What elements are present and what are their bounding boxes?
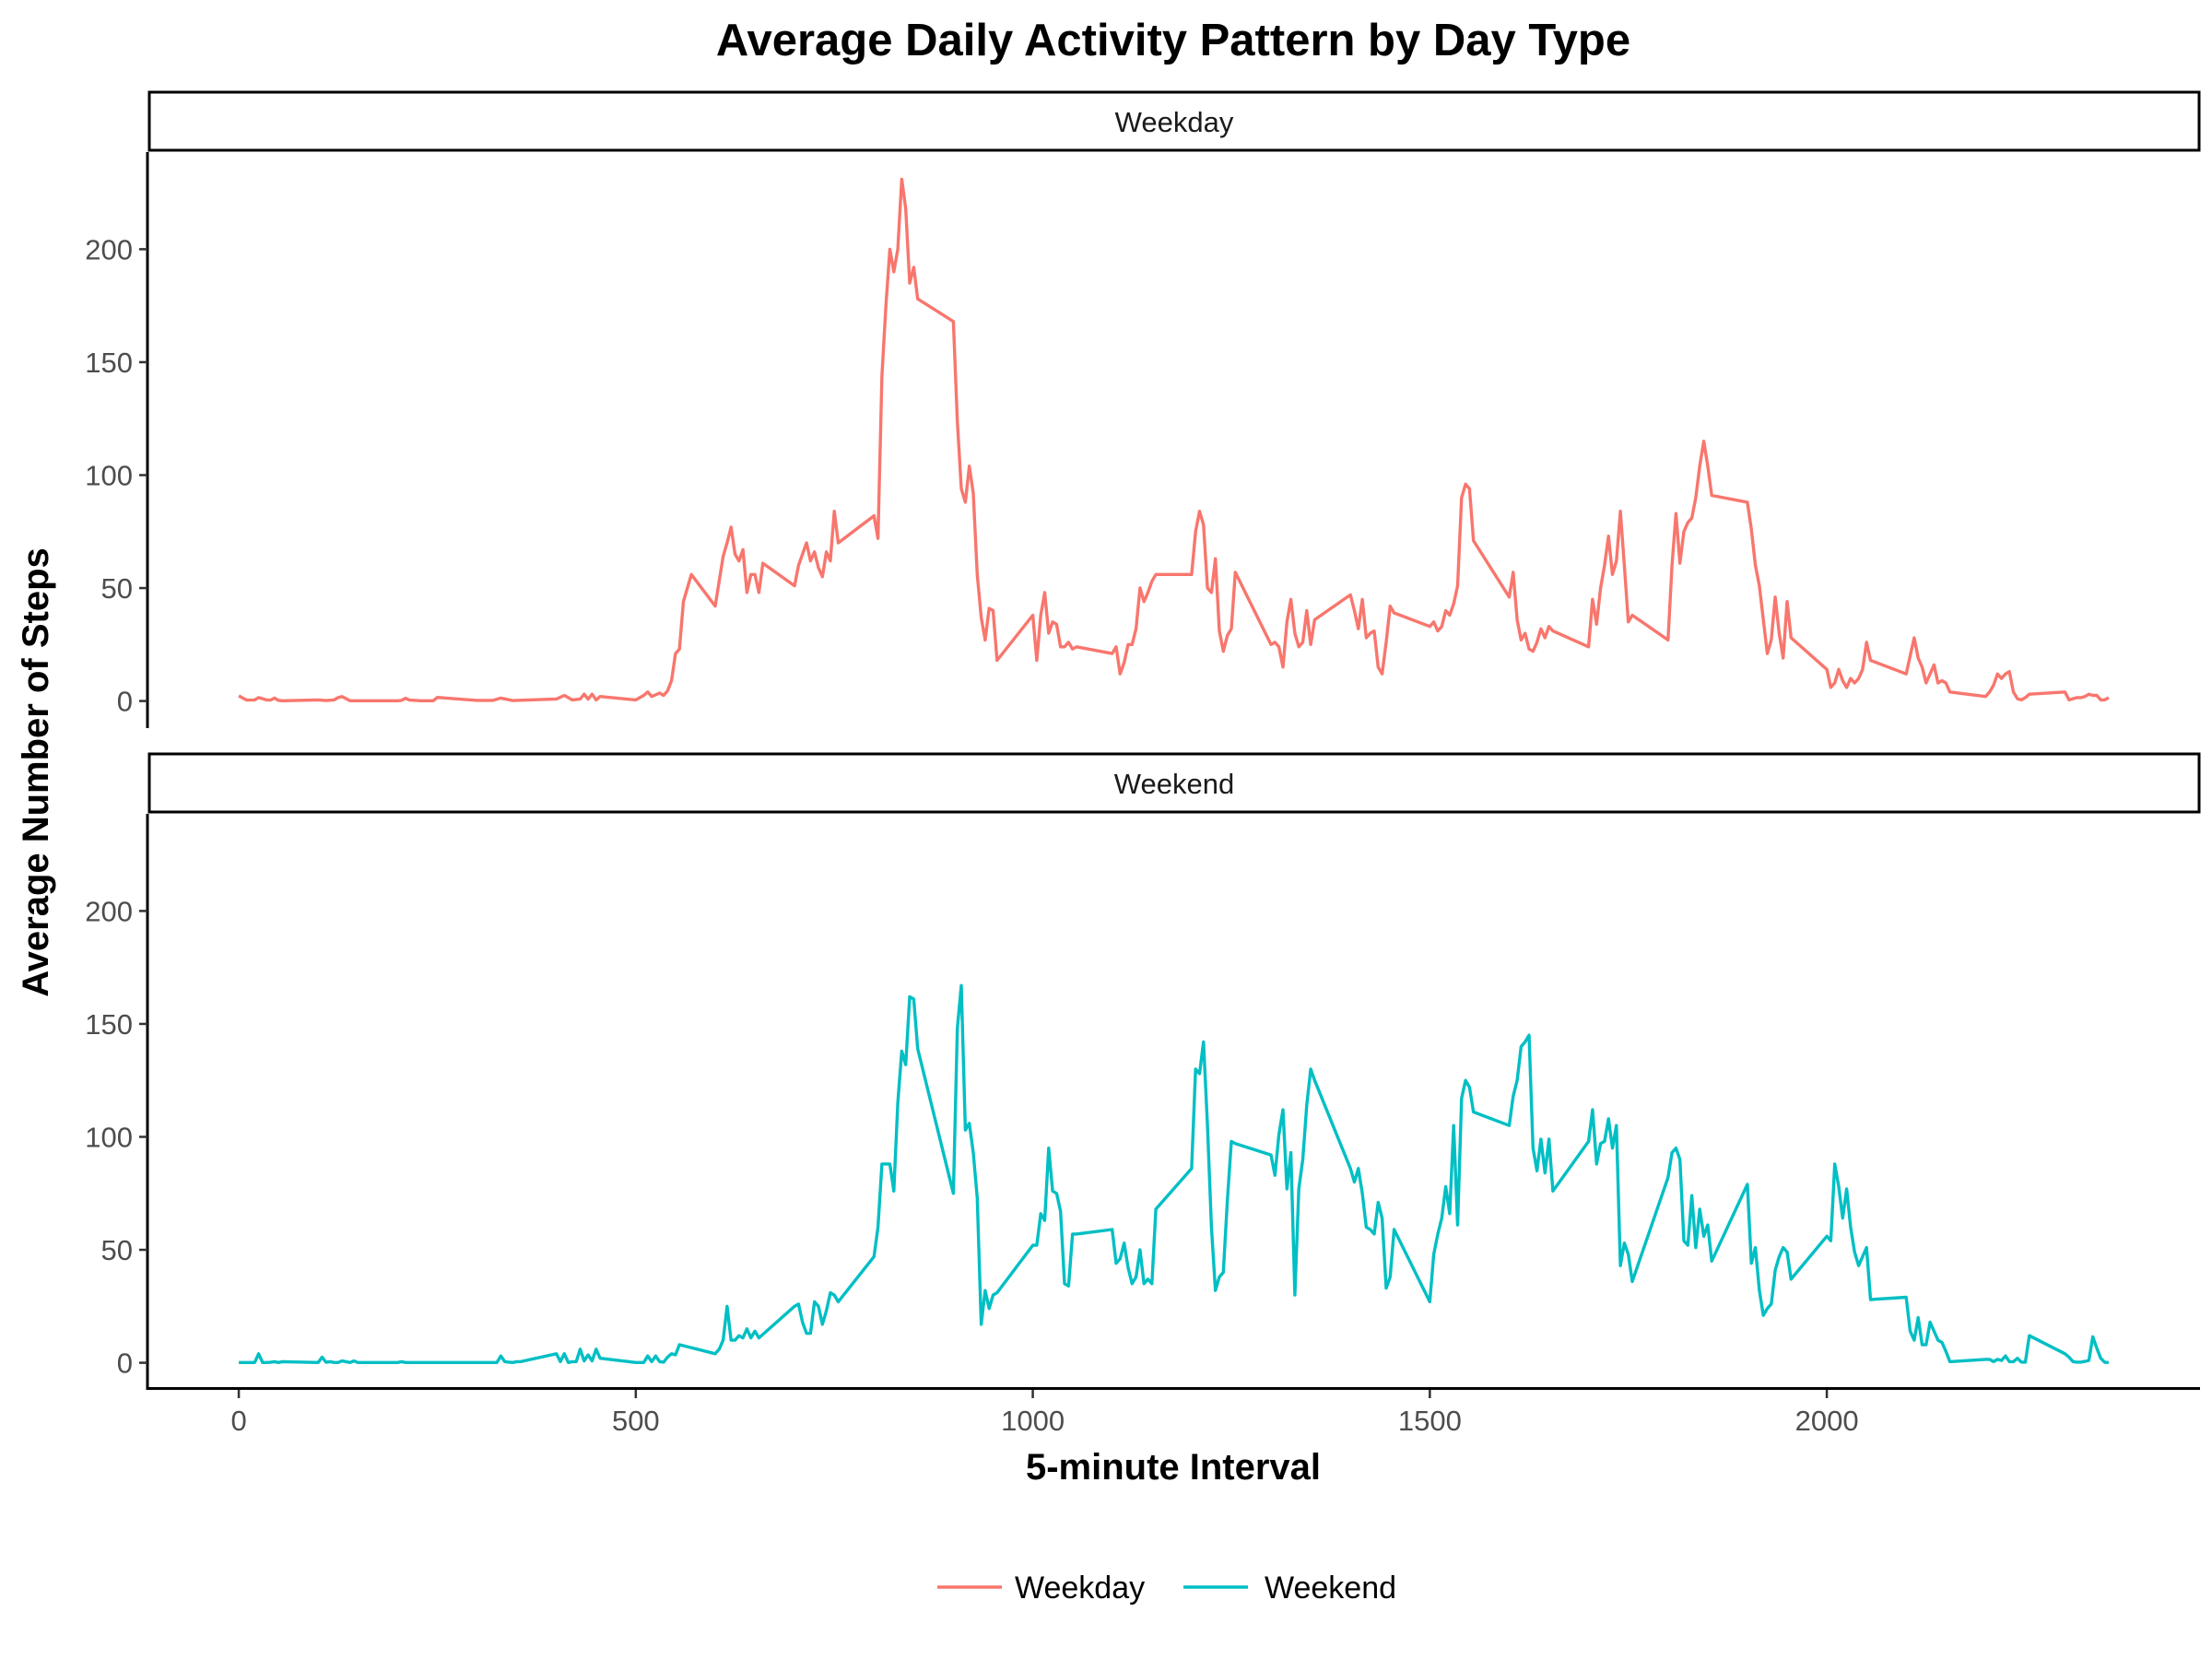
- x-ticks: 0 500 1000 1500 2000: [230, 1390, 1859, 1437]
- y-tick-label: 200: [85, 895, 133, 927]
- y-tick-label: 0: [117, 686, 133, 718]
- y-tick-label: 50: [101, 1234, 133, 1266]
- x-tick-label: 1000: [1001, 1405, 1065, 1437]
- x-tick-label: 2000: [1795, 1405, 1859, 1437]
- y-ticks-weekend: 0 50 100 150 200: [85, 895, 147, 1380]
- strip-weekend: [147, 752, 2201, 814]
- y-tick-label: 0: [117, 1347, 133, 1380]
- y-tick-label: 100: [85, 1121, 133, 1153]
- y-ticks-weekday: 0 50 100 150 200: [85, 233, 147, 718]
- series-weekend: [239, 983, 2109, 1364]
- y-tick-label: 100: [85, 459, 133, 491]
- series-line-weekend: [239, 983, 2109, 1364]
- panel-weekend: Weekend 0 50 100 150 200 0 500 1000 1500 2000: [85, 752, 2201, 1437]
- strip-weekday: [147, 90, 2201, 152]
- strip-label-weekday: Weekday: [1115, 106, 1234, 138]
- x-tick-label: 0: [230, 1405, 246, 1437]
- chart-title: Average Daily Activity Pattern by Day Ty…: [716, 16, 1630, 65]
- x-tick-label: 500: [612, 1405, 660, 1437]
- y-tick-label: 50: [101, 572, 133, 605]
- series-line-weekday: [238, 177, 2110, 702]
- y-tick-label: 150: [85, 1008, 133, 1041]
- legend-label-weekend: Weekend: [1265, 1571, 1396, 1606]
- y-tick-label: 150: [85, 347, 133, 379]
- x-axis-title: 5-minute Interval: [1026, 1447, 1321, 1488]
- panel-weekday: Weekday 0 50 100 150 200: [85, 90, 2201, 728]
- legend: Weekday Weekend: [937, 1571, 1396, 1606]
- strip-label-weekend: Weekend: [1114, 768, 1234, 800]
- x-tick-label: 1500: [1398, 1405, 1462, 1437]
- legend-label-weekday: Weekday: [1015, 1571, 1145, 1606]
- y-tick-label: 200: [85, 233, 133, 265]
- y-axis-title: Average Number of Steps: [16, 547, 56, 997]
- series-weekday: [238, 177, 2110, 702]
